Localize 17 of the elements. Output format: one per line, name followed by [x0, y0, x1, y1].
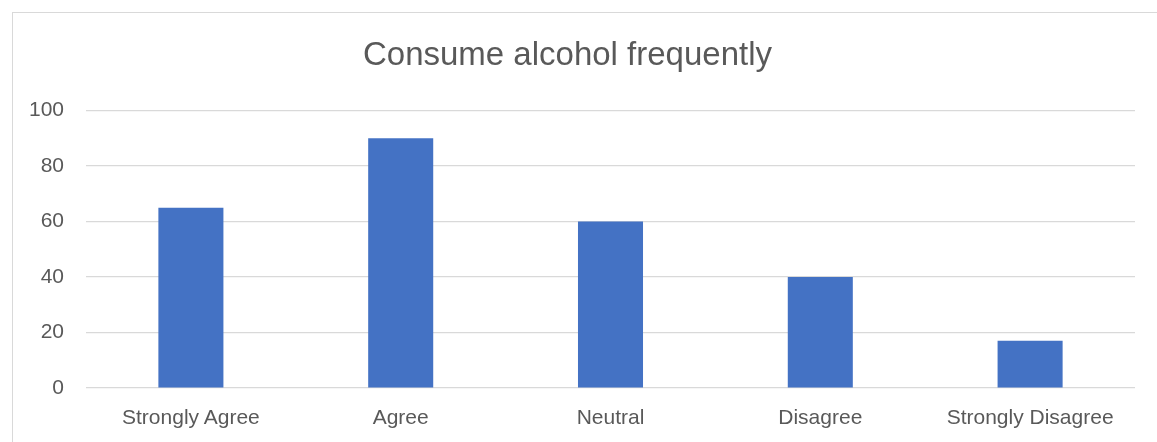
bar: [787, 277, 853, 388]
bar: [997, 340, 1063, 388]
bar: [368, 138, 434, 388]
bar: [577, 221, 644, 388]
x-tick-label: Strongly Disagree: [946, 405, 1114, 429]
x-tick-label: Strongly Agree: [122, 405, 260, 429]
y-tick-label: 0: [52, 374, 64, 398]
chart-title: Consume alcohol frequently: [362, 34, 773, 72]
y-tick-label: 80: [40, 152, 64, 176]
x-tick-label: Disagree: [778, 405, 863, 429]
bar: [158, 207, 224, 388]
y-tick-label: 20: [40, 319, 64, 343]
x-tick-label: Neutral: [576, 405, 645, 429]
y-tick-label: 100: [28, 97, 64, 121]
y-tick-label: 40: [40, 263, 64, 287]
x-tick-label: Agree: [372, 405, 429, 429]
y-tick-label: 60: [40, 208, 64, 232]
